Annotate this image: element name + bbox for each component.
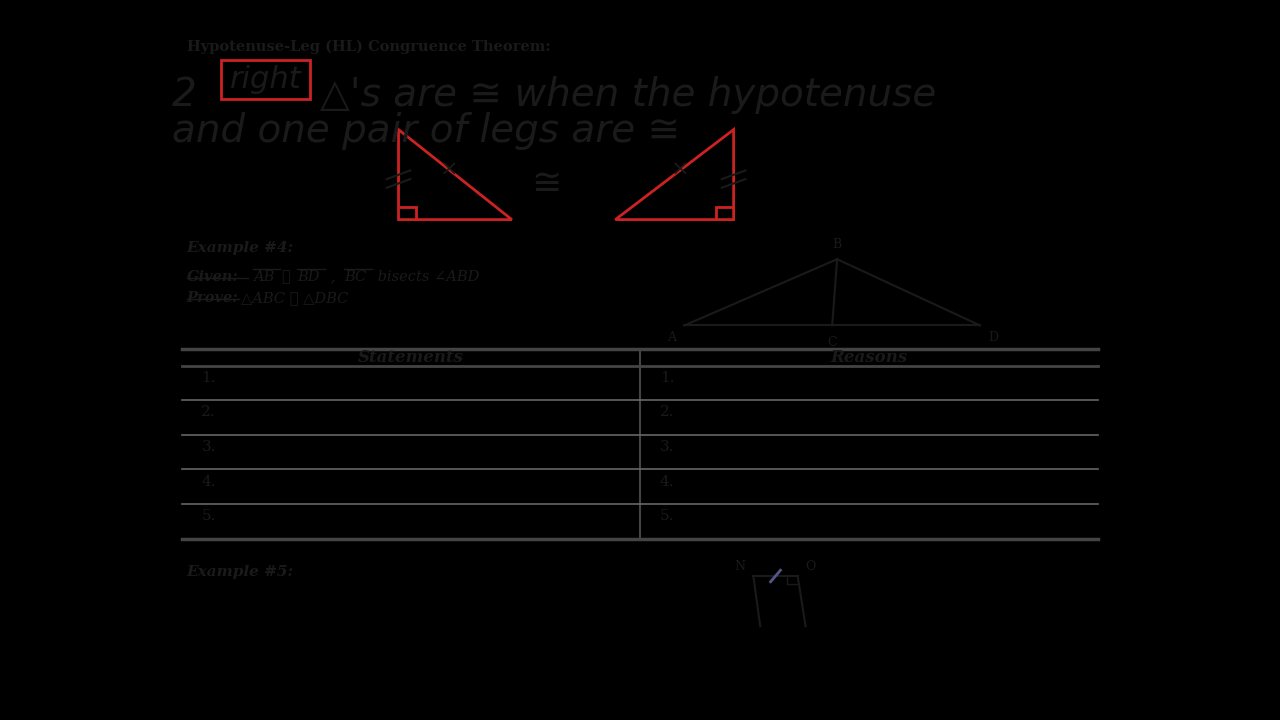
Text: 5.: 5. bbox=[201, 509, 216, 523]
Text: BD: BD bbox=[297, 270, 320, 284]
Text: bisects ∠ABD: bisects ∠ABD bbox=[372, 270, 479, 284]
Text: D: D bbox=[988, 331, 998, 344]
Text: △ABC ≅ △DBC: △ABC ≅ △DBC bbox=[241, 291, 348, 305]
Text: Example #5:: Example #5: bbox=[187, 565, 293, 579]
Text: 3.: 3. bbox=[659, 440, 675, 454]
Text: Statements: Statements bbox=[358, 349, 463, 366]
Text: 4.: 4. bbox=[201, 474, 216, 489]
Text: A: A bbox=[667, 331, 676, 344]
Text: 4.: 4. bbox=[659, 474, 675, 489]
Text: ≅: ≅ bbox=[531, 166, 562, 201]
Text: Example #4:: Example #4: bbox=[187, 241, 293, 255]
Text: O: O bbox=[805, 560, 815, 573]
Text: 1.: 1. bbox=[659, 371, 675, 385]
Text: ×: × bbox=[671, 160, 690, 180]
Text: 3.: 3. bbox=[201, 440, 216, 454]
Text: right: right bbox=[229, 65, 301, 94]
Text: Hypotenuse-Leg (HL) Congruence Theorem:: Hypotenuse-Leg (HL) Congruence Theorem: bbox=[187, 40, 550, 54]
Text: ≅: ≅ bbox=[282, 270, 291, 284]
Text: Reasons: Reasons bbox=[831, 349, 908, 366]
Text: 2.: 2. bbox=[201, 405, 216, 420]
Text: B: B bbox=[832, 238, 842, 251]
Text: AB: AB bbox=[252, 270, 274, 284]
Text: 1.: 1. bbox=[201, 371, 216, 385]
Text: △'s are ≅ when the hypotenuse: △'s are ≅ when the hypotenuse bbox=[320, 76, 936, 114]
Text: BC: BC bbox=[344, 270, 366, 284]
Text: 5.: 5. bbox=[659, 509, 675, 523]
Text: ×: × bbox=[440, 160, 458, 180]
Text: Given:: Given: bbox=[187, 270, 238, 284]
Text: N: N bbox=[735, 560, 745, 573]
Text: and one pair of legs are ≅: and one pair of legs are ≅ bbox=[172, 112, 680, 150]
Text: 2.: 2. bbox=[659, 405, 675, 420]
Text: C: C bbox=[827, 336, 837, 349]
Text: 2: 2 bbox=[172, 76, 197, 114]
Text: ,: , bbox=[325, 270, 335, 284]
Text: Prove:: Prove: bbox=[187, 291, 238, 305]
